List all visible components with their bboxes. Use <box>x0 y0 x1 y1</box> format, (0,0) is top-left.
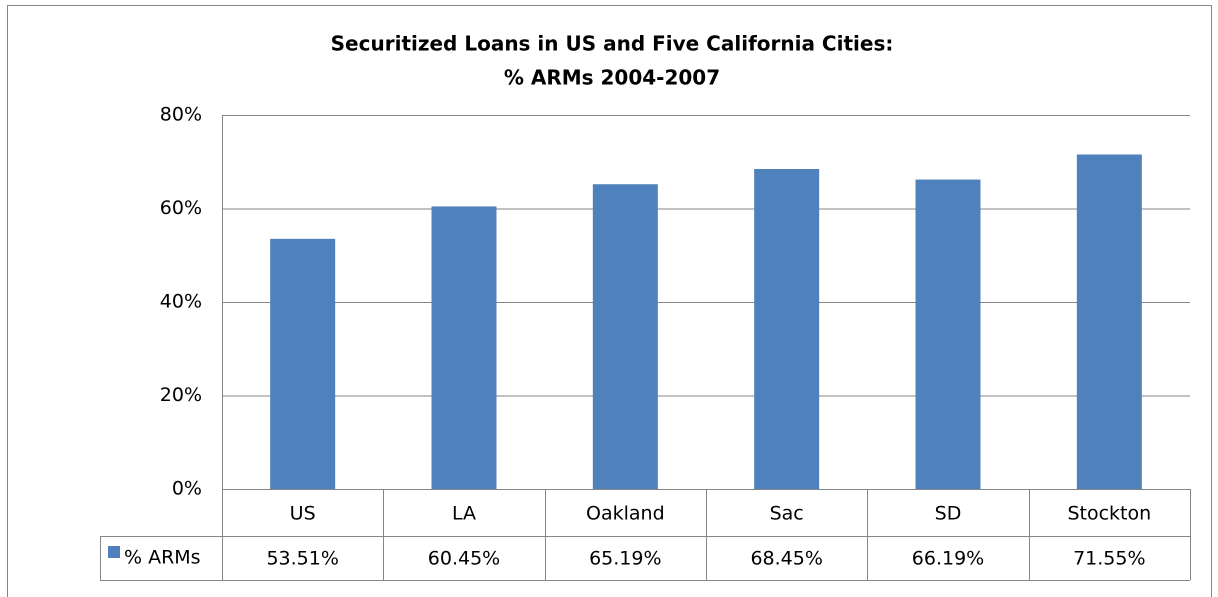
data-table-value: 65.19% <box>589 548 661 570</box>
bar <box>270 238 336 489</box>
x-tick-label: Sac <box>770 503 804 525</box>
y-tick-label: 40% <box>160 291 202 313</box>
y-tick-label: 20% <box>160 384 202 406</box>
legend-label: % ARMs <box>124 547 201 569</box>
bar <box>1076 154 1142 489</box>
legend-swatch <box>108 546 120 558</box>
data-table-value: 71.55% <box>1073 548 1145 570</box>
y-tick-label: 0% <box>172 478 202 500</box>
data-table-value: 68.45% <box>750 548 822 570</box>
data-table-value: 66.19% <box>912 548 984 570</box>
x-tick-label: US <box>290 503 316 525</box>
chart-frame <box>7 5 1212 597</box>
data-table-value: 53.51% <box>266 548 338 570</box>
x-tick-label: Stockton <box>1067 503 1151 525</box>
data-table-value: 60.45% <box>428 548 500 570</box>
bar <box>915 179 981 489</box>
x-tick-label: LA <box>452 503 476 525</box>
bar <box>754 168 820 489</box>
chart-title: Securitized Loans in US and Five Califor… <box>331 32 894 56</box>
chart-subtitle: % ARMs 2004-2007 <box>504 66 720 90</box>
y-tick-label: 60% <box>160 197 202 219</box>
bar <box>431 206 497 490</box>
bar <box>592 184 658 489</box>
x-tick-label: Oakland <box>586 503 665 525</box>
y-tick-label: 80% <box>160 104 202 126</box>
x-tick-label: SD <box>935 503 962 525</box>
